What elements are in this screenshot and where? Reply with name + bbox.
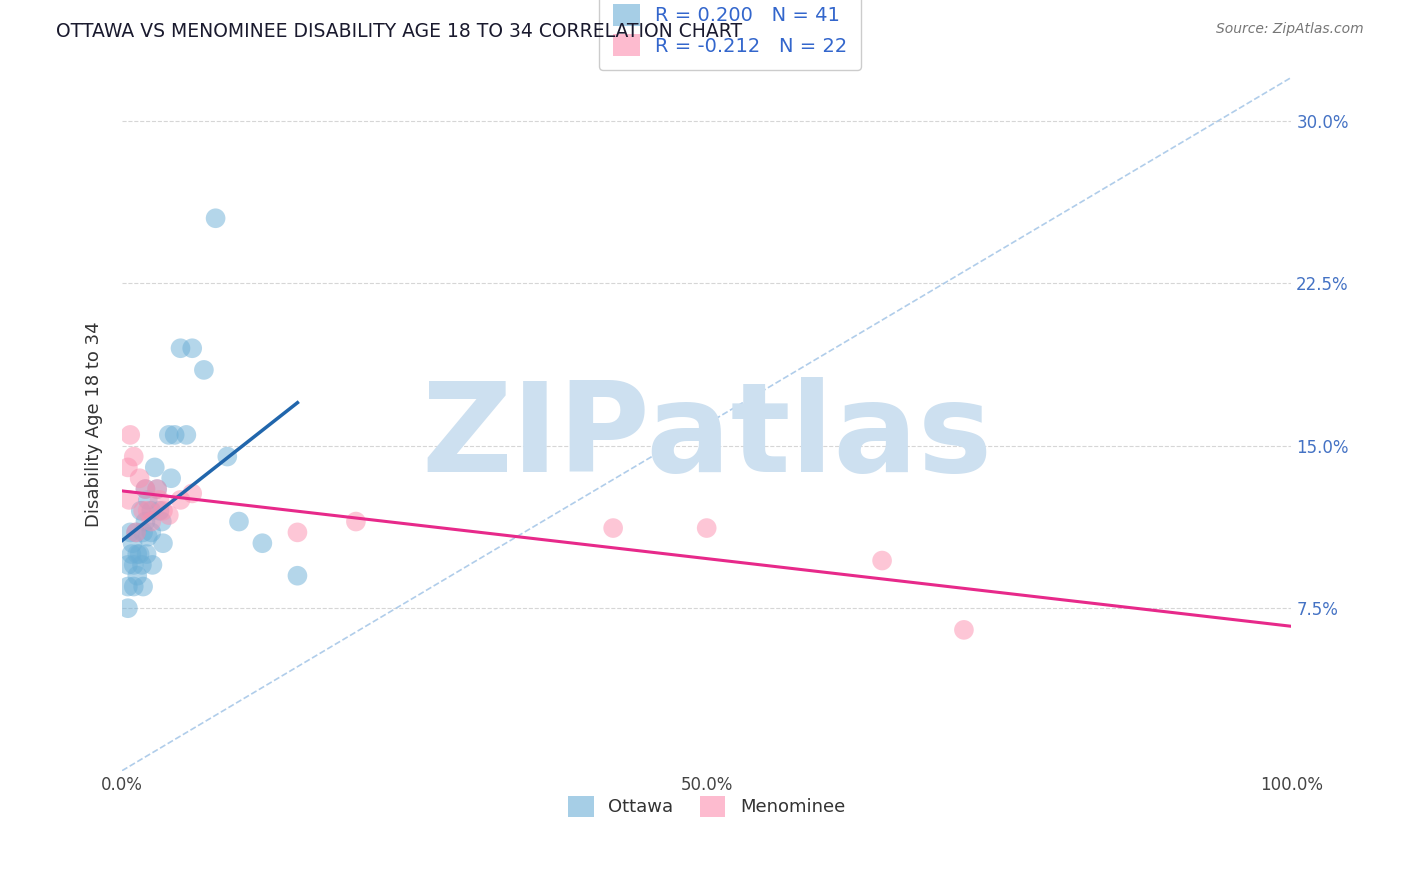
Point xyxy=(134,515,156,529)
Point xyxy=(344,515,367,529)
Point xyxy=(125,525,148,540)
Point xyxy=(204,211,226,226)
Point xyxy=(146,482,169,496)
Text: ZIPatlas: ZIPatlas xyxy=(422,377,993,499)
Point xyxy=(122,450,145,464)
Point xyxy=(120,525,142,540)
Point xyxy=(141,525,163,540)
Y-axis label: Disability Age 18 to 34: Disability Age 18 to 34 xyxy=(86,321,103,527)
Point xyxy=(152,536,174,550)
Point xyxy=(132,525,155,540)
Point xyxy=(163,428,186,442)
Point xyxy=(117,580,139,594)
Point xyxy=(128,547,150,561)
Point xyxy=(181,486,204,500)
Point xyxy=(602,521,624,535)
Point xyxy=(122,558,145,572)
Point xyxy=(118,492,141,507)
Point xyxy=(120,428,142,442)
Point xyxy=(169,341,191,355)
Point xyxy=(141,558,163,572)
Point xyxy=(117,558,139,572)
Point xyxy=(148,492,170,507)
Point xyxy=(141,515,163,529)
Point xyxy=(134,482,156,496)
Point xyxy=(287,525,309,540)
Point xyxy=(181,341,204,355)
Point xyxy=(193,363,215,377)
Point xyxy=(228,515,250,529)
Point xyxy=(217,450,239,464)
Text: Source: ZipAtlas.com: Source: ZipAtlas.com xyxy=(1216,22,1364,37)
Point xyxy=(146,482,169,496)
Point xyxy=(136,492,159,507)
Point xyxy=(287,568,309,582)
Point xyxy=(160,471,183,485)
Point xyxy=(157,428,180,442)
Point xyxy=(127,568,149,582)
Point xyxy=(121,536,143,550)
Point xyxy=(953,623,976,637)
Point xyxy=(131,558,153,572)
Point xyxy=(252,536,274,550)
Point xyxy=(135,547,157,561)
Legend: Ottawa, Menominee: Ottawa, Menominee xyxy=(561,789,852,824)
Point xyxy=(152,504,174,518)
Point xyxy=(134,482,156,496)
Point xyxy=(176,428,198,442)
Point xyxy=(136,530,159,544)
Point xyxy=(157,508,180,522)
Point xyxy=(132,504,155,518)
Point xyxy=(150,515,173,529)
Text: OTTAWA VS MENOMINEE DISABILITY AGE 18 TO 34 CORRELATION CHART: OTTAWA VS MENOMINEE DISABILITY AGE 18 TO… xyxy=(56,22,742,41)
Point xyxy=(143,460,166,475)
Point xyxy=(128,471,150,485)
Point xyxy=(136,504,159,518)
Point xyxy=(127,547,149,561)
Point xyxy=(148,504,170,518)
Point xyxy=(117,601,139,615)
Point xyxy=(132,580,155,594)
Point xyxy=(129,504,152,518)
Point xyxy=(122,580,145,594)
Point xyxy=(870,553,893,567)
Point xyxy=(117,460,139,475)
Point xyxy=(120,547,142,561)
Point xyxy=(141,504,163,518)
Point xyxy=(125,525,148,540)
Point xyxy=(696,521,718,535)
Point xyxy=(169,492,191,507)
